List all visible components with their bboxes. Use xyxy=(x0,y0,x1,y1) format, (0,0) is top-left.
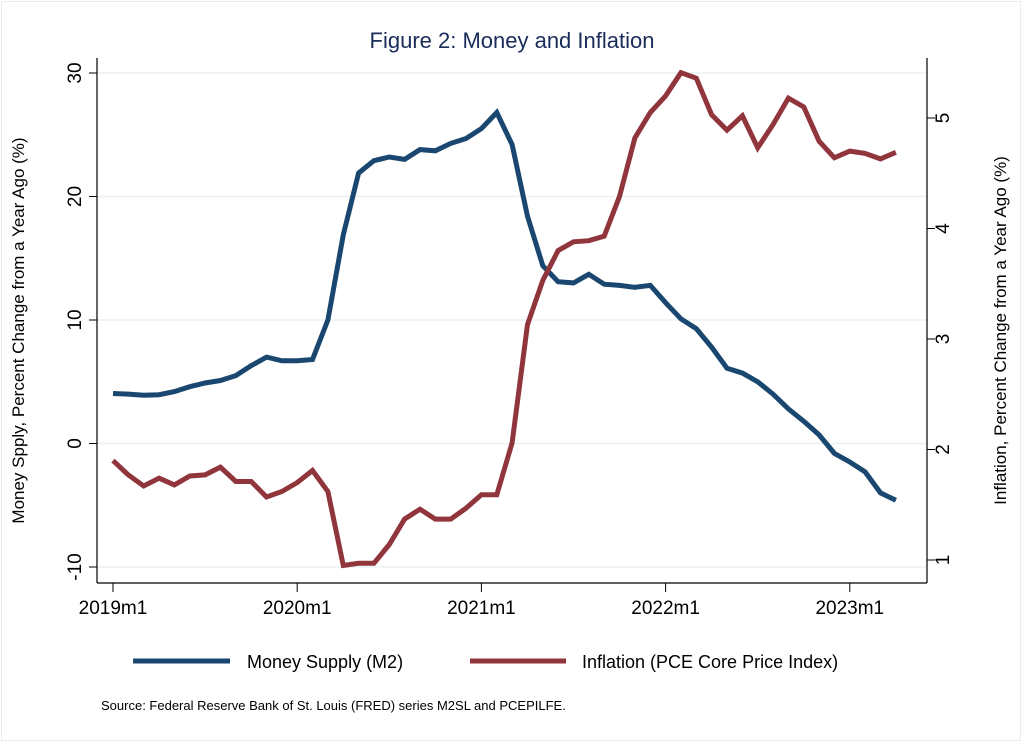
y-tick-label: 10 xyxy=(65,309,86,330)
x-tick-label: 2020m1 xyxy=(263,598,332,619)
y-tick-label: 0 xyxy=(65,438,86,449)
y-axis-title-right: Inflation, Percent Change from a Year Ag… xyxy=(991,156,1010,505)
y2-tick-label: 1 xyxy=(933,555,954,566)
legend-label-money-supply: Money Supply (M2) xyxy=(247,652,403,672)
axes: -10 0 10 20 30 1 2 3 4 5 2019m1 2020m1 2021m1 2022m1 2… xyxy=(65,58,954,619)
legend-label-inflation: Inflation (PCE Core Price Index) xyxy=(582,652,838,672)
y-tick-label: 20 xyxy=(65,186,86,207)
y-tick-label: 30 xyxy=(65,62,86,83)
y2-tick-label: 5 xyxy=(933,113,954,124)
y2-tick-label: 2 xyxy=(933,444,954,455)
x-tick-label: 2023m1 xyxy=(815,598,884,619)
source-note: Source: Federal Reserve Bank of St. Loui… xyxy=(101,698,566,713)
money-supply-line xyxy=(112,108,897,503)
x-tick-label: 2021m1 xyxy=(447,598,516,619)
inflation-line xyxy=(111,69,897,569)
x-tick-label: 2022m1 xyxy=(631,598,700,619)
y2-tick-label: 4 xyxy=(933,223,954,234)
x-tick-label: 2019m1 xyxy=(79,598,148,619)
y-tick-label: -10 xyxy=(65,553,86,580)
y-axis-title-left: Money Spply, Percent Change from a Year … xyxy=(9,137,28,523)
y2-tick-label: 3 xyxy=(933,334,954,345)
series-lines xyxy=(111,69,897,569)
legend: Money Supply (M2) Inflation (PCE Core Pri… xyxy=(133,652,838,672)
chart-title: Figure 2: Money and Inflation xyxy=(370,28,655,53)
